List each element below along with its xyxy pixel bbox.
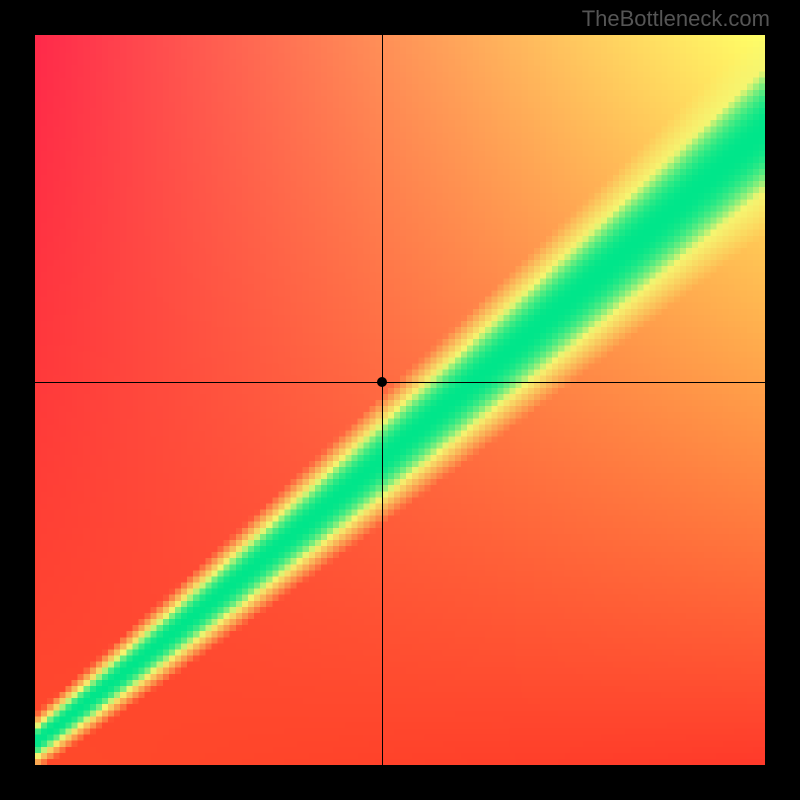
crosshair-vertical — [382, 35, 383, 765]
crosshair-horizontal — [35, 382, 765, 383]
marker-dot — [377, 377, 387, 387]
heatmap-plot — [35, 35, 765, 765]
heatmap-canvas — [35, 35, 765, 765]
watermark-text: TheBottleneck.com — [582, 6, 770, 32]
